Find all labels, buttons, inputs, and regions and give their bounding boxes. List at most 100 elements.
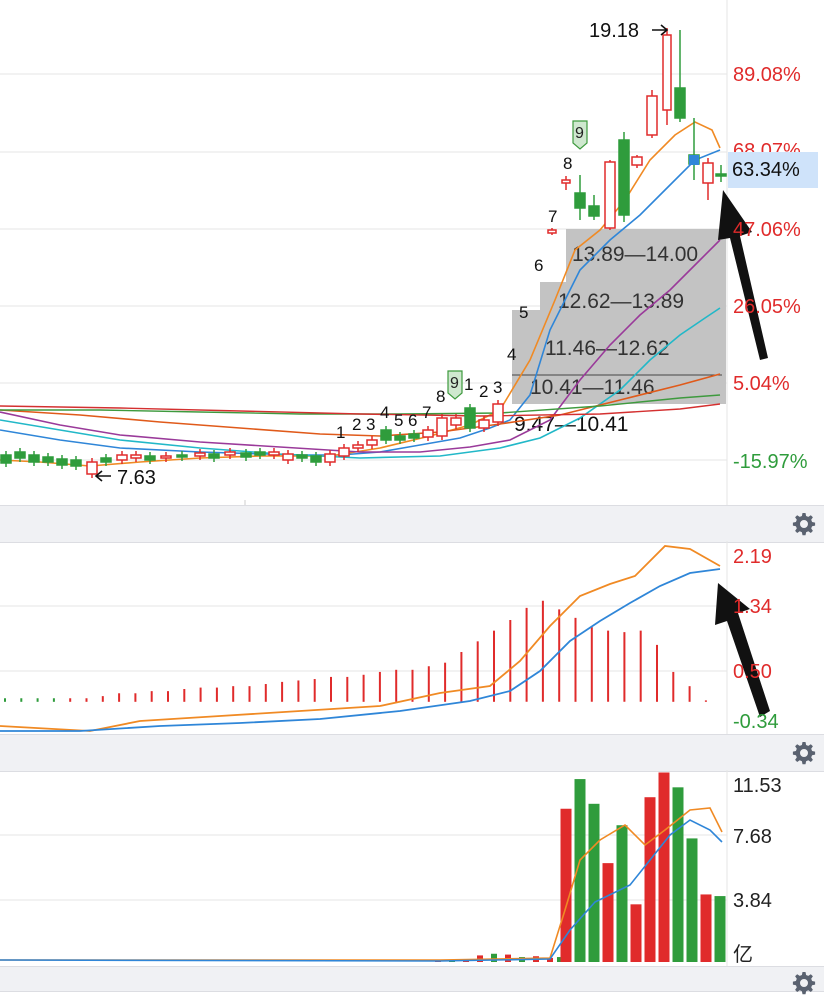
arrow-icon — [94, 470, 111, 482]
candle — [176, 454, 188, 458]
candle — [324, 453, 336, 463]
candle — [366, 439, 378, 446]
volume-bar — [491, 953, 497, 962]
current-price-label: 63.34% — [728, 152, 818, 188]
gear-icon[interactable] — [792, 971, 816, 995]
candle — [604, 161, 616, 229]
volume-bar — [588, 803, 600, 962]
candle — [254, 451, 266, 456]
sequence-number: 8 — [436, 387, 445, 406]
candle — [56, 458, 68, 466]
candle — [194, 452, 206, 457]
sequence-number: 2 — [479, 382, 488, 401]
candle — [208, 453, 220, 459]
candle — [422, 429, 434, 438]
low-price-label: 7.63 — [117, 467, 156, 489]
candle — [662, 34, 672, 111]
candlestick-panel: 13.89—14.00 12.62—13.89 11.46—12.62 10.41—1… — [0, 0, 818, 505]
sequence-number: 1 — [464, 375, 473, 394]
y-tick-label: 7.68 — [733, 826, 772, 848]
volume-bar — [557, 957, 563, 962]
ma30-line — [0, 307, 721, 459]
candle — [631, 156, 643, 166]
price-zone — [566, 229, 726, 282]
candle — [116, 454, 128, 461]
sequence-number: 4 — [380, 403, 389, 422]
sequence-number: 1 — [336, 423, 345, 442]
arrow-icon — [652, 24, 669, 36]
candle — [492, 403, 504, 423]
volume-bar — [616, 825, 628, 962]
volume-bar — [560, 808, 572, 962]
candle — [408, 433, 420, 439]
candle — [310, 455, 322, 463]
volume-unit-label: 亿 — [733, 944, 753, 966]
zone-label: 12.62—13.89 — [558, 290, 684, 313]
zone-label: 13.89—14.00 — [572, 243, 698, 266]
candle — [352, 444, 364, 449]
sequence-number: 5 — [519, 303, 528, 322]
candle — [574, 192, 586, 209]
pointer-arrow-icon — [718, 190, 768, 360]
ma250-line — [0, 403, 721, 417]
panel-toolbar — [0, 734, 824, 772]
gear-icon[interactable] — [792, 741, 816, 765]
ma20-line — [0, 239, 721, 453]
candle — [282, 453, 294, 461]
high-price-label: 19.18 — [589, 20, 639, 42]
sequence-number: 8 — [563, 154, 572, 173]
volume-bar — [574, 779, 586, 962]
candle — [338, 447, 350, 457]
candle-highlight — [689, 155, 699, 165]
y-tick-label: 89.08% — [733, 64, 801, 86]
volume-bar — [644, 797, 656, 962]
candle — [674, 87, 686, 119]
candle — [28, 454, 40, 463]
sequence-number: 3 — [366, 415, 375, 434]
sequence-number: 7 — [548, 207, 557, 226]
pointer-arrow-icon — [715, 583, 770, 717]
dif-line — [0, 568, 721, 732]
volume-bar — [672, 787, 684, 962]
volume-chart — [0, 770, 728, 966]
candle — [478, 419, 490, 429]
candle — [160, 455, 172, 459]
volume-bar — [547, 957, 553, 962]
candle — [547, 229, 557, 234]
y-tick-label: 2.19 — [733, 546, 772, 568]
candle — [100, 457, 112, 463]
candle — [588, 205, 600, 217]
y-tick-label: -0.34 — [733, 711, 779, 733]
signal-badge-label: 9 — [450, 375, 459, 392]
candle — [561, 179, 571, 184]
candle — [240, 452, 252, 458]
zone-label: 10.41—11.46 — [530, 376, 655, 399]
gear-icon[interactable] — [792, 512, 816, 536]
candle — [618, 139, 630, 216]
dea-line — [0, 545, 721, 732]
volume-bar — [602, 863, 614, 962]
candle — [42, 456, 54, 463]
signal-badge — [572, 120, 588, 150]
candle — [296, 454, 308, 459]
volume-panel: 11.53 7.68 3.84 亿 — [0, 770, 824, 966]
candle — [450, 417, 462, 426]
candle — [130, 454, 142, 459]
candle — [702, 162, 714, 184]
panel-toolbar — [0, 505, 824, 543]
candle — [436, 417, 448, 437]
y-tick-label: 47.06% — [733, 219, 801, 241]
volume-bar — [658, 772, 670, 962]
volume-bar — [686, 838, 698, 962]
candle — [394, 435, 406, 441]
sequence-number: 6 — [534, 256, 543, 275]
candle — [0, 454, 12, 464]
y-tick-label: 5.04% — [733, 373, 790, 395]
candle — [86, 461, 98, 475]
volume-ma5-line — [0, 807, 723, 961]
candle — [715, 173, 727, 177]
candle — [70, 459, 82, 467]
macd-panel: 2.19 1.34 0.50 -0.34 — [0, 541, 824, 734]
candle — [380, 429, 392, 441]
sequence-number: 2 — [352, 415, 361, 434]
